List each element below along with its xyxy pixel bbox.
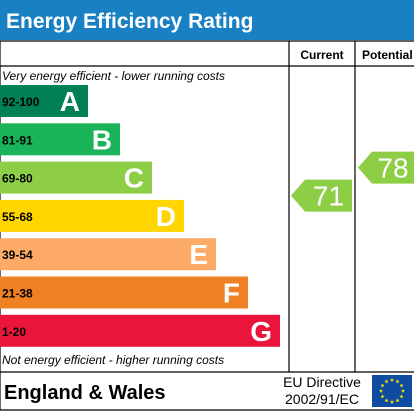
region-label: England & Wales [4, 382, 166, 404]
header-banner [0, 0, 414, 40]
band-letter-g: G [250, 316, 272, 347]
band-bar-b [0, 123, 120, 156]
directive-line-2: 2002/91/EC [285, 391, 359, 407]
eu-star-icon [380, 394, 385, 399]
band-range-b: 81-91 [2, 133, 33, 147]
eu-star-icon [399, 394, 404, 399]
band-range-e: 39-54 [2, 248, 33, 262]
current-rating-arrow: 71 [291, 179, 352, 212]
directive-line-1: EU Directive [283, 374, 361, 390]
band-range-f: 21-38 [2, 287, 33, 301]
band-a: 92-100 A [0, 85, 88, 117]
band-e: 39-54 E [0, 238, 216, 271]
current-rating-value: 71 [313, 181, 344, 212]
band-bar-c [0, 161, 152, 194]
top-note: Very energy efficient - lower running co… [2, 69, 225, 83]
band-letter-c: C [124, 163, 144, 194]
band-bar-e [0, 238, 216, 271]
band-letter-d: D [156, 201, 176, 232]
band-range-a: 92-100 [2, 95, 40, 109]
band-g: 1-20 G [0, 314, 280, 347]
potential-column-header: Potential [362, 48, 413, 62]
potential-rating-value: 78 [377, 153, 408, 184]
chart-frame [0, 40, 414, 411]
eu-star-icon [384, 398, 389, 403]
band-range-c: 69-80 [2, 172, 33, 186]
eu-star-icon [399, 383, 404, 388]
band-b: 81-91 B [0, 123, 120, 156]
band-letter-b: B [92, 124, 112, 155]
band-f: 21-38 F [0, 276, 248, 309]
band-bar-a [0, 85, 88, 117]
band-letter-f: F [223, 278, 240, 309]
eu-star-icon [395, 398, 400, 403]
current-column-header: Current [300, 48, 343, 62]
band-letter-a: A [60, 86, 80, 117]
bottom-note: Not energy efficient - higher running co… [2, 353, 224, 367]
band-d: 55-68 D [0, 199, 184, 232]
eu-star-icon [384, 379, 389, 384]
current-arrow-shape [291, 179, 352, 212]
band-range-d: 55-68 [2, 210, 33, 224]
band-bar-g [0, 314, 280, 347]
band-bar-d [0, 199, 184, 232]
band-bar-f [0, 276, 248, 309]
eu-star-icon [400, 388, 406, 393]
chart-title: Energy Efficiency Rating [6, 10, 253, 33]
potential-arrow-shape [358, 151, 414, 184]
band-letter-e: E [189, 239, 208, 270]
eu-star-icon [389, 377, 395, 382]
eu-star-icon [395, 379, 400, 384]
potential-rating-arrow: 78 [358, 151, 414, 184]
eu-star-icon [380, 383, 385, 388]
band-c: 69-80 C [0, 161, 152, 194]
band-range-g: 1-20 [2, 325, 26, 339]
rating-bands: 92-100 A 81-91 B 69-80 C 55-68 D 39-54 E 21-38 F 1-2… [0, 85, 280, 347]
eu-star-icon [378, 388, 384, 393]
eu-star-icon [389, 399, 395, 404]
eu-flag-icon [372, 375, 412, 407]
